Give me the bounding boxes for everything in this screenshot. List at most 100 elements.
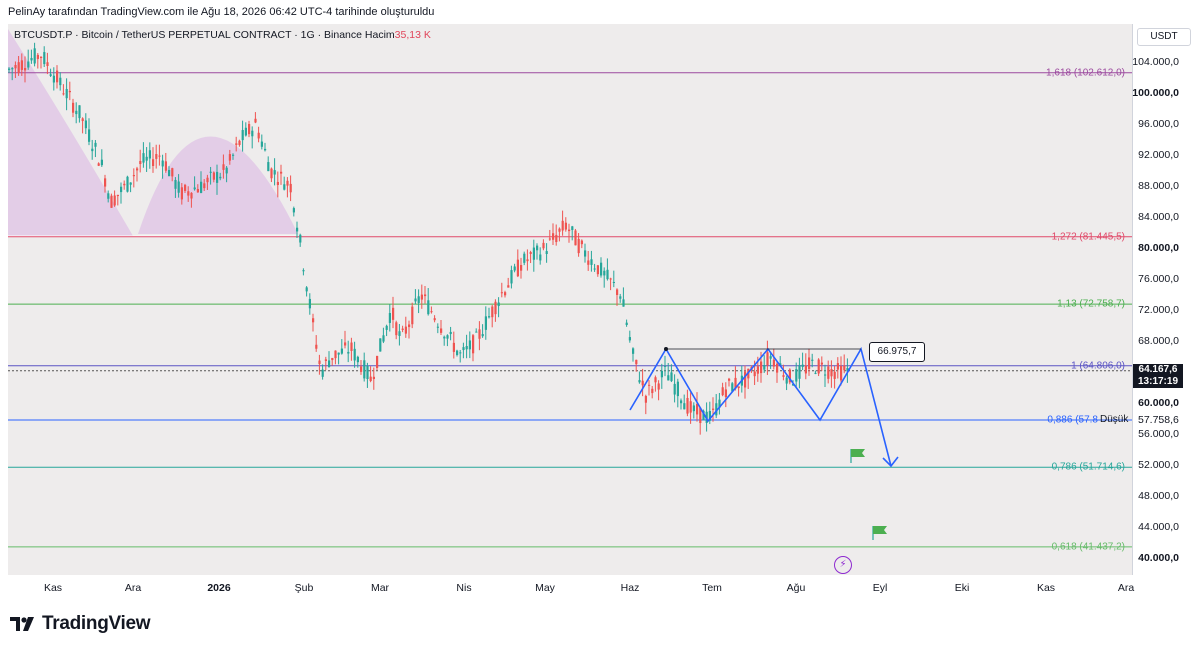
chart-svg[interactable] [8, 24, 1132, 575]
price-axis[interactable]: 104.000,0 100.000,0 96.000,0 92.000,0 88.000… [1132, 24, 1193, 575]
candle-body [430, 311, 433, 313]
time-axis-label: Kas [43, 582, 63, 594]
candle-body [571, 226, 574, 231]
candle-body [574, 230, 577, 246]
currency-selector[interactable]: USDT [1137, 28, 1191, 46]
tradingview-logo-text: TradingView [42, 613, 151, 634]
time-axis-label: Tem [702, 582, 722, 594]
candle-body [472, 335, 475, 354]
candle-body [59, 77, 62, 86]
candle-body [433, 318, 436, 321]
candle-body [235, 143, 238, 145]
symbol-title: BTCUSDT.P · Bitcoin / TetherUS PERPETUAL… [14, 29, 362, 41]
candle-body [420, 294, 423, 300]
candle-body [238, 140, 241, 145]
time-axis[interactable]: Kas Ara 2026 Şub Mar Nis May Haz Tem Ağu Eyl Eki Kas… [8, 575, 1134, 599]
candle-body [72, 102, 75, 113]
candle-body [254, 118, 257, 123]
candle-body [625, 322, 628, 325]
target-price-label: 66.975,7 [869, 342, 925, 362]
candle-body [587, 260, 590, 265]
candle-body [686, 397, 689, 414]
candle-body [84, 120, 87, 129]
candle-body [763, 364, 766, 370]
candle-body [244, 127, 247, 136]
candle-body [628, 337, 631, 341]
volume-label: Hacim [364, 29, 395, 41]
candle-body [209, 171, 212, 173]
candle-body [366, 365, 369, 379]
candle-body [731, 383, 734, 392]
candle-body [257, 132, 260, 139]
candle-body [302, 270, 305, 272]
candle-body [315, 344, 318, 349]
chart-canvas[interactable] [8, 24, 1132, 575]
candle-body [100, 159, 103, 166]
candle-body [219, 176, 222, 179]
current-price-badge: 64.167,6 13:17:19 [1133, 364, 1183, 388]
candle-body [824, 374, 827, 376]
candle-body [539, 254, 542, 261]
candle-body [363, 360, 366, 379]
candle-body [798, 365, 801, 379]
candle-body [510, 270, 513, 284]
time-axis-label: Eyl [872, 582, 888, 594]
candle-body [443, 336, 446, 339]
candle-body [484, 316, 487, 330]
candle-body [184, 184, 187, 191]
candle-body [488, 316, 491, 318]
fib-level-label: 1,13 (72.758,7) [1057, 298, 1125, 310]
candle-body [459, 352, 462, 354]
candle-body [113, 195, 116, 206]
lightning-icon[interactable]: ⚡ [834, 556, 852, 574]
candle-body [267, 162, 270, 172]
candle-body [161, 160, 164, 167]
candle-body [827, 366, 830, 379]
projection-arrow-head [882, 456, 899, 468]
candle-body [491, 306, 494, 318]
candle-body [206, 177, 209, 183]
symbol-legend[interactable]: BTCUSDT.P · Bitcoin / TetherUS PERPETUAL… [14, 29, 431, 41]
candle-body [696, 403, 699, 415]
candle-body [97, 163, 100, 166]
candle-body [62, 93, 65, 95]
candle-body [248, 124, 251, 135]
candle-body [452, 342, 455, 352]
candle-body [308, 298, 311, 309]
candle-body [446, 335, 449, 339]
candle-body [152, 159, 155, 166]
current-price: 64.167,6 [1138, 364, 1178, 375]
candle-body [52, 75, 55, 83]
candle-body [436, 326, 439, 328]
candle-body [20, 60, 23, 70]
candle-body [772, 359, 775, 367]
time-axis-label: Kas [1036, 582, 1056, 594]
candle-body [600, 262, 603, 276]
candle-body [516, 259, 519, 277]
candle-body [11, 68, 14, 70]
price-axis-label: 48.000,0 [1138, 490, 1179, 502]
candle-body [65, 88, 68, 99]
candle-body [75, 110, 78, 115]
candle-body [280, 171, 283, 174]
candle-body [228, 154, 231, 161]
candle-body [289, 183, 292, 193]
candle-body [699, 407, 702, 424]
tradingview-logo[interactable]: TradingView [10, 613, 151, 635]
neckline-anchor [664, 347, 668, 351]
candle-body [769, 356, 772, 359]
price-axis-label: 80.000,0 [1138, 242, 1179, 254]
candle-body [155, 154, 158, 159]
candle-body [123, 183, 126, 186]
candle-body [129, 182, 132, 185]
candle-body [462, 347, 465, 351]
candle-body [17, 62, 20, 73]
candle-body [180, 187, 183, 200]
candle-body [337, 352, 340, 355]
candle-body [728, 378, 731, 381]
candle-body [465, 346, 468, 350]
candle-body [171, 168, 174, 177]
candle-body [78, 105, 81, 119]
candle-body [286, 180, 289, 186]
candle-body [40, 57, 43, 59]
